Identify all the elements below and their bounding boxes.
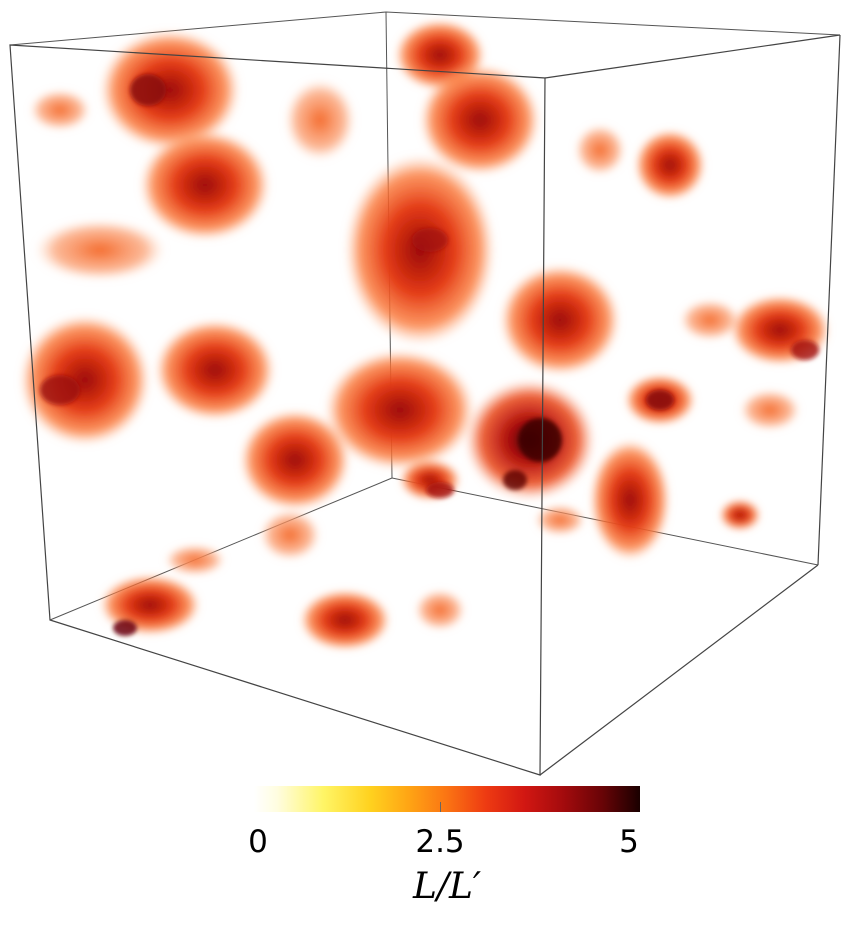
cube-front-edges bbox=[9, 34, 841, 776]
volume-render-scene bbox=[9, 11, 841, 776]
density-blobs bbox=[20, 20, 830, 650]
colorbar-label: L/L′ bbox=[412, 866, 482, 907]
colorbar-tick-mid: 2.5 bbox=[415, 824, 465, 860]
colorbar-mid-tick bbox=[440, 802, 441, 812]
density-cores bbox=[40, 74, 819, 636]
colorbar-tick-min: 0 bbox=[248, 824, 268, 860]
colorbar-tick-max: 5 bbox=[619, 824, 639, 860]
colorbar-gradient bbox=[254, 786, 640, 812]
